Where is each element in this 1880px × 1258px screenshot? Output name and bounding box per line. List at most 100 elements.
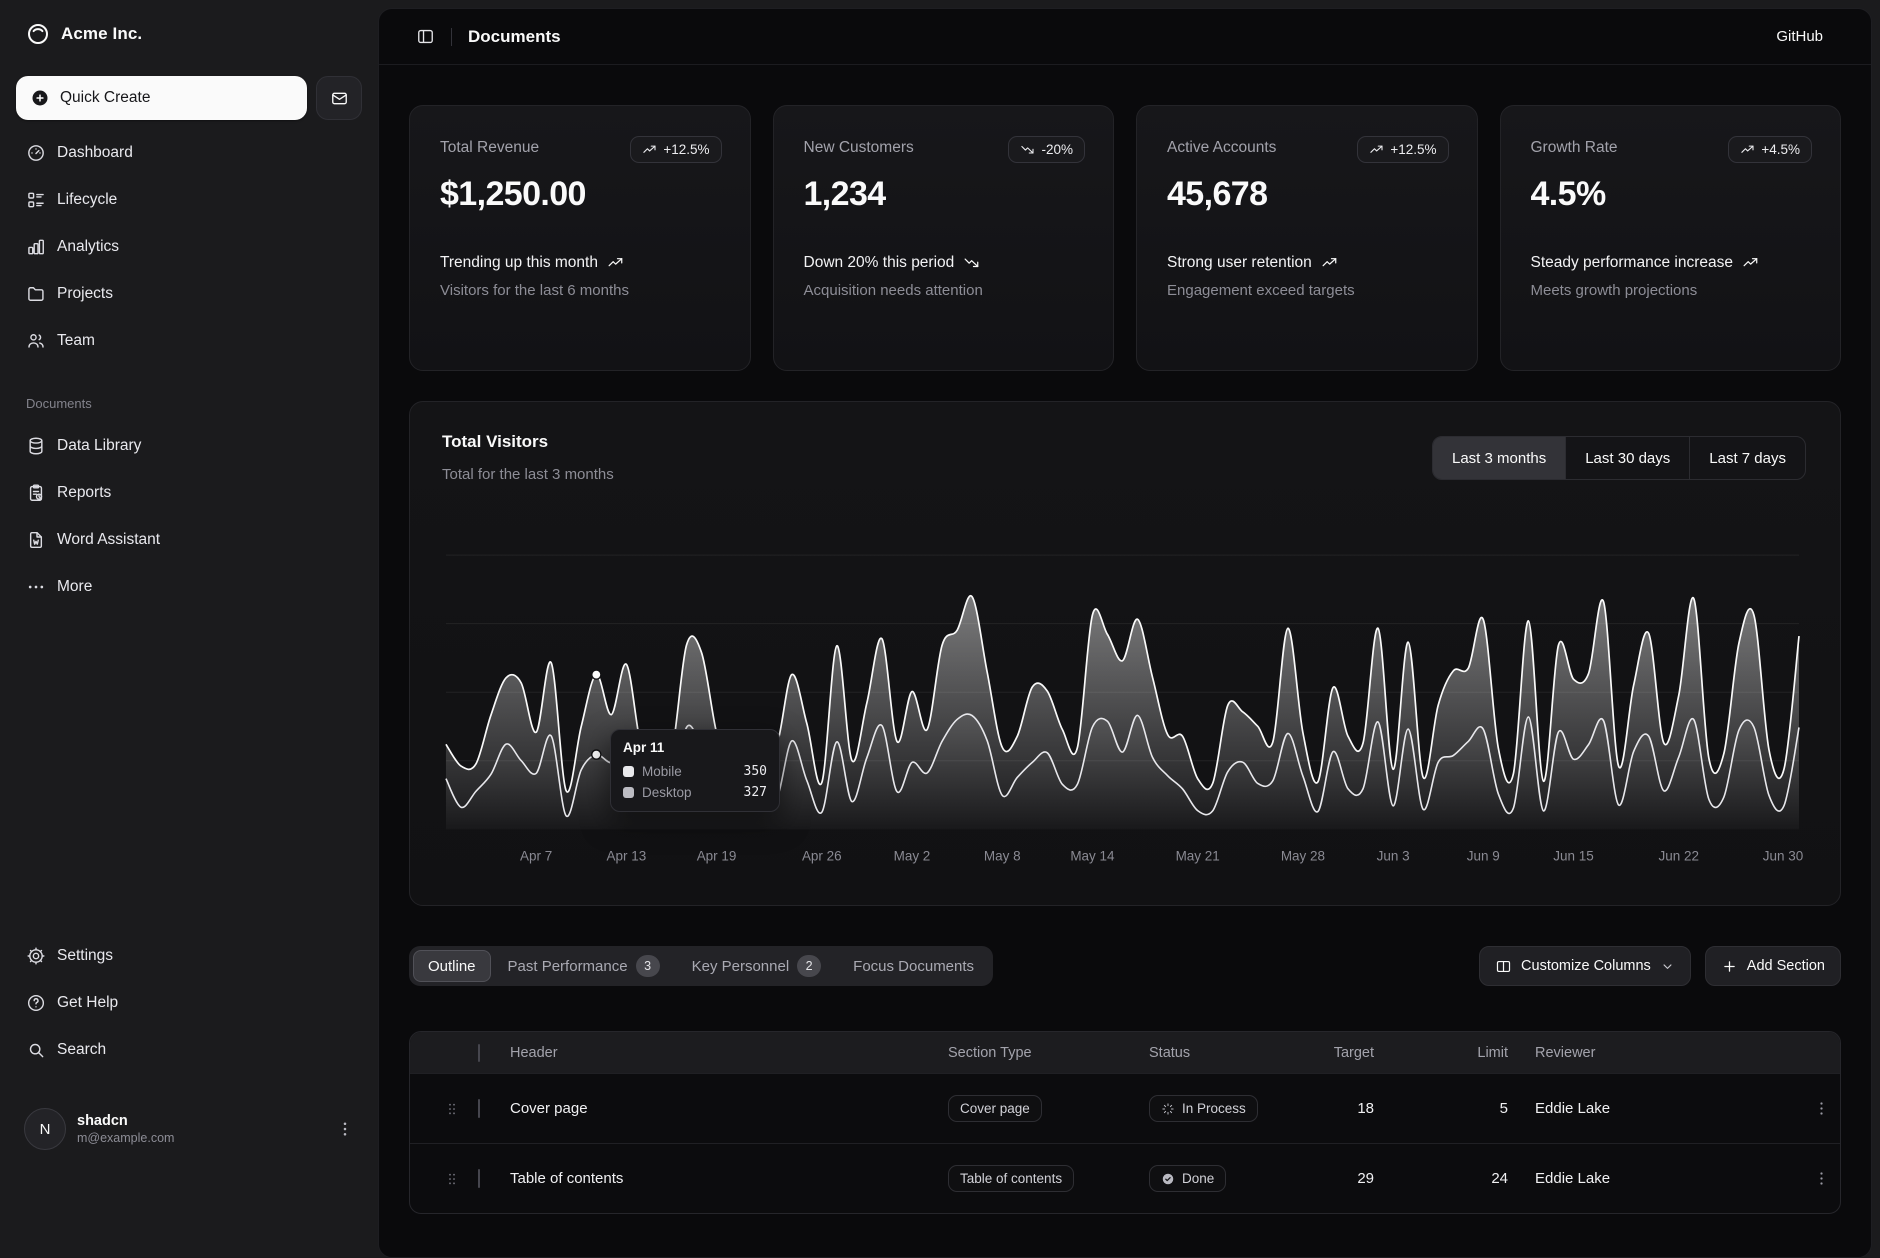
select-all-checkbox[interactable] <box>478 1043 480 1062</box>
row-checkbox[interactable] <box>478 1099 480 1118</box>
chevron-down-icon <box>1663 963 1672 969</box>
sidebar-item-label: Reports <box>57 484 112 501</box>
row-checkbox[interactable] <box>478 1169 480 1188</box>
sidebar-item-lifecycle[interactable]: Lifecycle <box>16 181 362 219</box>
x-axis-tick: Apr 7 <box>520 848 552 863</box>
drag-handle[interactable] <box>410 1171 466 1187</box>
sidebar-item-more[interactable]: More <box>16 568 362 606</box>
cell-limit[interactable]: 5 <box>1499 1100 1508 1117</box>
brand-name: Acme Inc. <box>61 24 143 43</box>
main-panel: Documents GitHub Total Revenue +12.5% $1,2… <box>378 8 1872 1258</box>
range-option-last-3-months[interactable]: Last 3 months <box>1433 437 1567 479</box>
range-option-last-7-days[interactable]: Last 7 days <box>1709 449 1786 467</box>
trend-badge: +12.5% <box>1357 136 1449 163</box>
row-menu-button[interactable] <box>1800 1170 1840 1187</box>
trending-up-icon <box>1743 258 1758 267</box>
sidebar-item-dashboard[interactable]: Dashboard <box>16 134 362 172</box>
trending-up-icon <box>1322 258 1337 267</box>
stat-card-top: New Customers -20% <box>804 136 1085 163</box>
cell-target[interactable]: 29 <box>1357 1170 1374 1187</box>
drag-handle[interactable] <box>410 1101 466 1117</box>
sidebar-item-analytics[interactable]: Analytics <box>16 228 362 266</box>
dots-vertical-icon[interactable] <box>336 1120 354 1138</box>
github-link[interactable]: GitHub <box>1776 28 1823 45</box>
stat-card-value: 45,678 <box>1167 175 1268 213</box>
stat-card-new-customers: New Customers -20% 1,234 Down 20% this peri… <box>772 105 1114 371</box>
tab-focus-documents[interactable]: Focus Documents <box>838 950 989 982</box>
range-option-last-30-days[interactable]: Last 30 days <box>1566 437 1691 479</box>
section-type-badge: Table of contents <box>948 1165 1075 1192</box>
tab-past-performance[interactable]: Past Performance 3 <box>493 950 675 982</box>
x-axis-tick: Apr 19 <box>697 848 737 863</box>
cell-target[interactable]: 18 <box>1357 1100 1374 1117</box>
tab-label: Outline <box>428 957 476 975</box>
users-icon <box>28 334 44 348</box>
circle-plus-icon <box>32 90 48 106</box>
tab-count-badge: 3 <box>635 955 660 977</box>
plus-icon <box>1724 960 1735 972</box>
tab-key-personnel[interactable]: Key Personnel 2 <box>677 950 837 982</box>
sidebar-item-data-library[interactable]: Data Library <box>16 427 362 465</box>
cell-reviewer[interactable]: Eddie Lake <box>1535 1170 1611 1187</box>
inbox-button[interactable] <box>316 76 362 120</box>
cell-section-type: Cover page <box>948 1095 1149 1122</box>
tooltip-series-label: Desktop <box>642 785 692 800</box>
chart-tooltip: Apr 11 Mobile 350 Desktop 327 <box>610 729 780 812</box>
sidebar-nav-main: Dashboard Lifecycle Analytics Projects Team <box>16 134 362 360</box>
sections-table: Header Section Type Status Target Limit Revie… <box>409 1031 1841 1214</box>
cell-header[interactable]: Cover page <box>510 1100 588 1117</box>
sidebar-item-label: Word Assistant <box>57 531 161 548</box>
stat-card-footer-title: Strong user retention <box>1167 252 1451 273</box>
dashboard-icon <box>28 145 44 161</box>
sidebar-item-get-help[interactable]: Get Help <box>16 984 362 1022</box>
cell-reviewer[interactable]: Eddie Lake <box>1535 1100 1611 1117</box>
bar-actions: Customize Columns Add Section <box>1479 946 1841 986</box>
add-section-label: Add Section <box>1746 958 1825 974</box>
trend-badge-value: +4.5% <box>1761 142 1800 157</box>
tooltip-rows: Mobile 350 Desktop 327 <box>623 764 767 800</box>
quick-create-button[interactable]: Quick Create <box>16 76 307 120</box>
user-menu-row[interactable]: N shadcn m@example.com <box>16 1101 362 1157</box>
sidebar-item-word-assistant[interactable]: Word Assistant <box>16 521 362 559</box>
x-axis-tick: Jun 3 <box>1377 848 1410 863</box>
sidebar-toggle-button[interactable] <box>409 21 441 53</box>
stat-card-value: $1,250.00 <box>440 175 586 213</box>
visitors-chart-card: Total Visitors Total for the last 3 mont… <box>409 401 1841 906</box>
brand[interactable]: Acme Inc. <box>16 14 362 54</box>
sidebar-item-label: Dashboard <box>57 144 133 161</box>
file-word-icon <box>29 531 43 549</box>
sidebar-item-search[interactable]: Search <box>16 1031 362 1069</box>
x-axis-tick: Apr 13 <box>607 848 647 863</box>
cell-header[interactable]: Table of contents <box>510 1170 624 1187</box>
series-swatch <box>623 787 634 798</box>
status-badge: Done <box>1149 1165 1227 1192</box>
cell-limit[interactable]: 24 <box>1491 1170 1508 1187</box>
x-axis-tick: Apr 26 <box>802 848 842 863</box>
table-row-table-of-contents: Table of contents Table of contents Done 29… <box>410 1143 1840 1213</box>
topbar: Documents GitHub <box>379 9 1871 65</box>
sidebar-item-projects[interactable]: Projects <box>16 275 362 313</box>
sidebar-item-team[interactable]: Team <box>16 322 362 360</box>
area-chart[interactable]: Apr 7 Apr 13 Apr 19 Apr 26 May 2 May 8 May 14 M… <box>410 402 1840 906</box>
sidebar-item-reports[interactable]: Reports <box>16 474 362 512</box>
cell-status: In Process <box>1149 1095 1290 1122</box>
list-details-icon <box>28 192 44 208</box>
x-axis-tick: May 14 <box>1070 848 1115 863</box>
tab-outline[interactable]: Outline <box>413 950 491 982</box>
row-menu-button[interactable] <box>1800 1100 1840 1117</box>
cell-section-type: Table of contents <box>948 1165 1149 1192</box>
add-section-button[interactable]: Add Section <box>1704 946 1841 986</box>
col-reviewer: Reviewer <box>1535 1044 1596 1061</box>
page-title: Documents <box>468 26 561 46</box>
tooltip-series-label: Mobile <box>642 764 682 779</box>
tab-label: Past Performance <box>507 957 628 975</box>
line-total <box>445 594 1800 793</box>
mail-icon <box>331 92 347 104</box>
stat-card-title: Total Revenue <box>440 139 540 156</box>
stat-card-footer: Trending up this month Visitors for the l… <box>440 252 724 299</box>
sidebar-item-settings[interactable]: Settings <box>16 937 362 975</box>
customize-columns-button[interactable]: Customize Columns <box>1479 946 1691 986</box>
stat-card-footer-desc: Engagement exceed targets <box>1167 282 1355 299</box>
trend-badge-value: +12.5% <box>663 142 710 157</box>
stat-card-active-accounts: Active Accounts +12.5% 45,678 Strong user r… <box>1136 105 1478 371</box>
